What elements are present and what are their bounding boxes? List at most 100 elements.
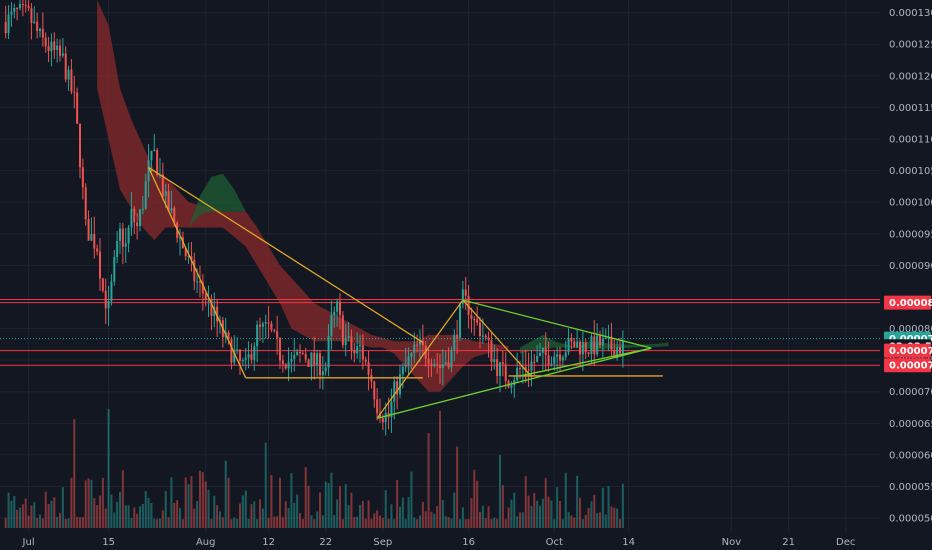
volume-bar-3 — [13, 495, 16, 528]
candle-body-79 — [230, 339, 233, 363]
candle-body-200 — [576, 341, 579, 348]
candle-body-166 — [479, 322, 481, 337]
volume-bar-17 — [53, 497, 56, 528]
candle-body-19 — [59, 45, 61, 56]
volume-bar-88 — [256, 519, 259, 528]
candle-body-184 — [530, 361, 533, 371]
candle-body-45 — [133, 208, 136, 223]
trendline-6[interactable] — [376, 347, 652, 419]
candle-body-8 — [27, 5, 30, 9]
trendline-0[interactable] — [148, 166, 424, 343]
volume-bar-55 — [161, 510, 164, 528]
candle-body-171 — [493, 359, 496, 363]
candle-body-34 — [101, 278, 104, 291]
volume-bar-137 — [396, 479, 399, 528]
candle-body-154 — [444, 362, 447, 365]
volume-bar-127 — [367, 500, 370, 528]
price-tick-label: 0.0001300 — [889, 8, 932, 19]
volume-bar-68 — [199, 470, 201, 528]
volume-bar-40 — [119, 491, 121, 528]
volume-bar-39 — [116, 501, 119, 528]
time-scale[interactable]: Jul 15 Aug 12 22 Sep 16 Oct 14 Nov 21 Dec — [22, 537, 856, 548]
volume-bar-177 — [510, 499, 513, 528]
candle-body-156 — [450, 350, 453, 368]
candle-body-111 — [321, 371, 324, 376]
trendline-3[interactable] — [376, 299, 464, 419]
volume-bar-214 — [616, 508, 619, 528]
volume-bar-166 — [479, 511, 481, 528]
volume-bar-165 — [476, 480, 479, 528]
candle-body-135 — [390, 401, 393, 418]
volume-bar-160 — [461, 507, 464, 528]
volume-bar-194 — [559, 500, 561, 528]
volume-bar-202 — [581, 519, 584, 528]
volume-bar-198 — [570, 515, 573, 528]
candle-body-22 — [67, 69, 70, 80]
candle-body-15 — [47, 46, 50, 52]
candle-body-132 — [381, 417, 384, 423]
candle-body-42 — [124, 243, 127, 247]
volume-bar-86 — [250, 504, 253, 528]
candle-body-99 — [287, 361, 290, 369]
volume-bar-187 — [539, 505, 541, 528]
time-tick-label: 14 — [622, 537, 635, 548]
time-tick-label: 15 — [102, 537, 115, 548]
time-tick-label: 16 — [462, 537, 475, 548]
candle-body-85 — [247, 354, 250, 358]
candle-body-177 — [510, 385, 513, 388]
candle-body-138 — [399, 374, 401, 395]
candle-body-210 — [604, 338, 607, 340]
price-tick-label: 0.0000650 — [889, 419, 932, 430]
time-tick-label: 21 — [782, 537, 795, 548]
time-tick-label: 22 — [319, 537, 332, 548]
candle-body-122 — [353, 349, 356, 354]
candle-body-139 — [401, 366, 404, 375]
candle-body-158 — [456, 334, 459, 338]
volume-bar-204 — [587, 507, 590, 528]
candle-body-29 — [87, 219, 90, 241]
volume-bar-60 — [176, 500, 179, 528]
candle-body-72 — [210, 298, 213, 317]
candle-body-161 — [464, 289, 467, 296]
volume-bar-123 — [356, 516, 359, 528]
candle-body-125 — [361, 344, 364, 360]
candle-body-39 — [116, 241, 119, 257]
volume-bar-21 — [64, 519, 67, 528]
volume-bar-155 — [447, 517, 450, 528]
price-tick-label: 0.0001000 — [889, 198, 932, 209]
candle-body-192 — [553, 356, 556, 364]
volume-bar-114 — [330, 472, 333, 528]
volume-bar-26 — [79, 517, 81, 528]
trendline-8[interactable] — [519, 347, 652, 377]
trendline-1[interactable] — [147, 167, 247, 379]
price-scale[interactable]: 0.0001300 0.0001250 0.0001200 0.0001150 0.00… — [889, 8, 932, 524]
candle-body-78 — [227, 332, 230, 340]
trendline-4[interactable] — [462, 299, 532, 378]
volume-bar-50 — [147, 497, 150, 528]
volume-bar-120 — [347, 505, 350, 528]
volume-bar-83 — [241, 495, 244, 528]
candle-body-94 — [273, 330, 276, 332]
candle-body-120 — [347, 336, 350, 338]
price-badge-4: 0.0000742 — [884, 358, 932, 373]
volume-bar-98 — [284, 501, 287, 528]
volume-bar-64 — [187, 484, 190, 528]
candle-body-174 — [501, 362, 504, 365]
volume-bar-139 — [401, 497, 404, 528]
candle-body-44 — [130, 208, 133, 228]
candle-body-33 — [99, 251, 101, 279]
volume-bar-65 — [190, 476, 193, 528]
trendlines[interactable] — [147, 166, 663, 419]
candle-body-59 — [173, 208, 176, 223]
volume-bar-117 — [339, 486, 341, 528]
volume-bar-58 — [170, 477, 173, 528]
candle-body-126 — [364, 359, 367, 362]
candle-body-6 — [21, 4, 24, 6]
candle-body-31 — [93, 233, 96, 249]
volume-bars — [4, 408, 624, 528]
volume-bar-118 — [341, 519, 344, 528]
trendline-7[interactable] — [462, 299, 652, 349]
candle-body-95 — [276, 331, 279, 338]
candle-body-169 — [487, 337, 490, 341]
